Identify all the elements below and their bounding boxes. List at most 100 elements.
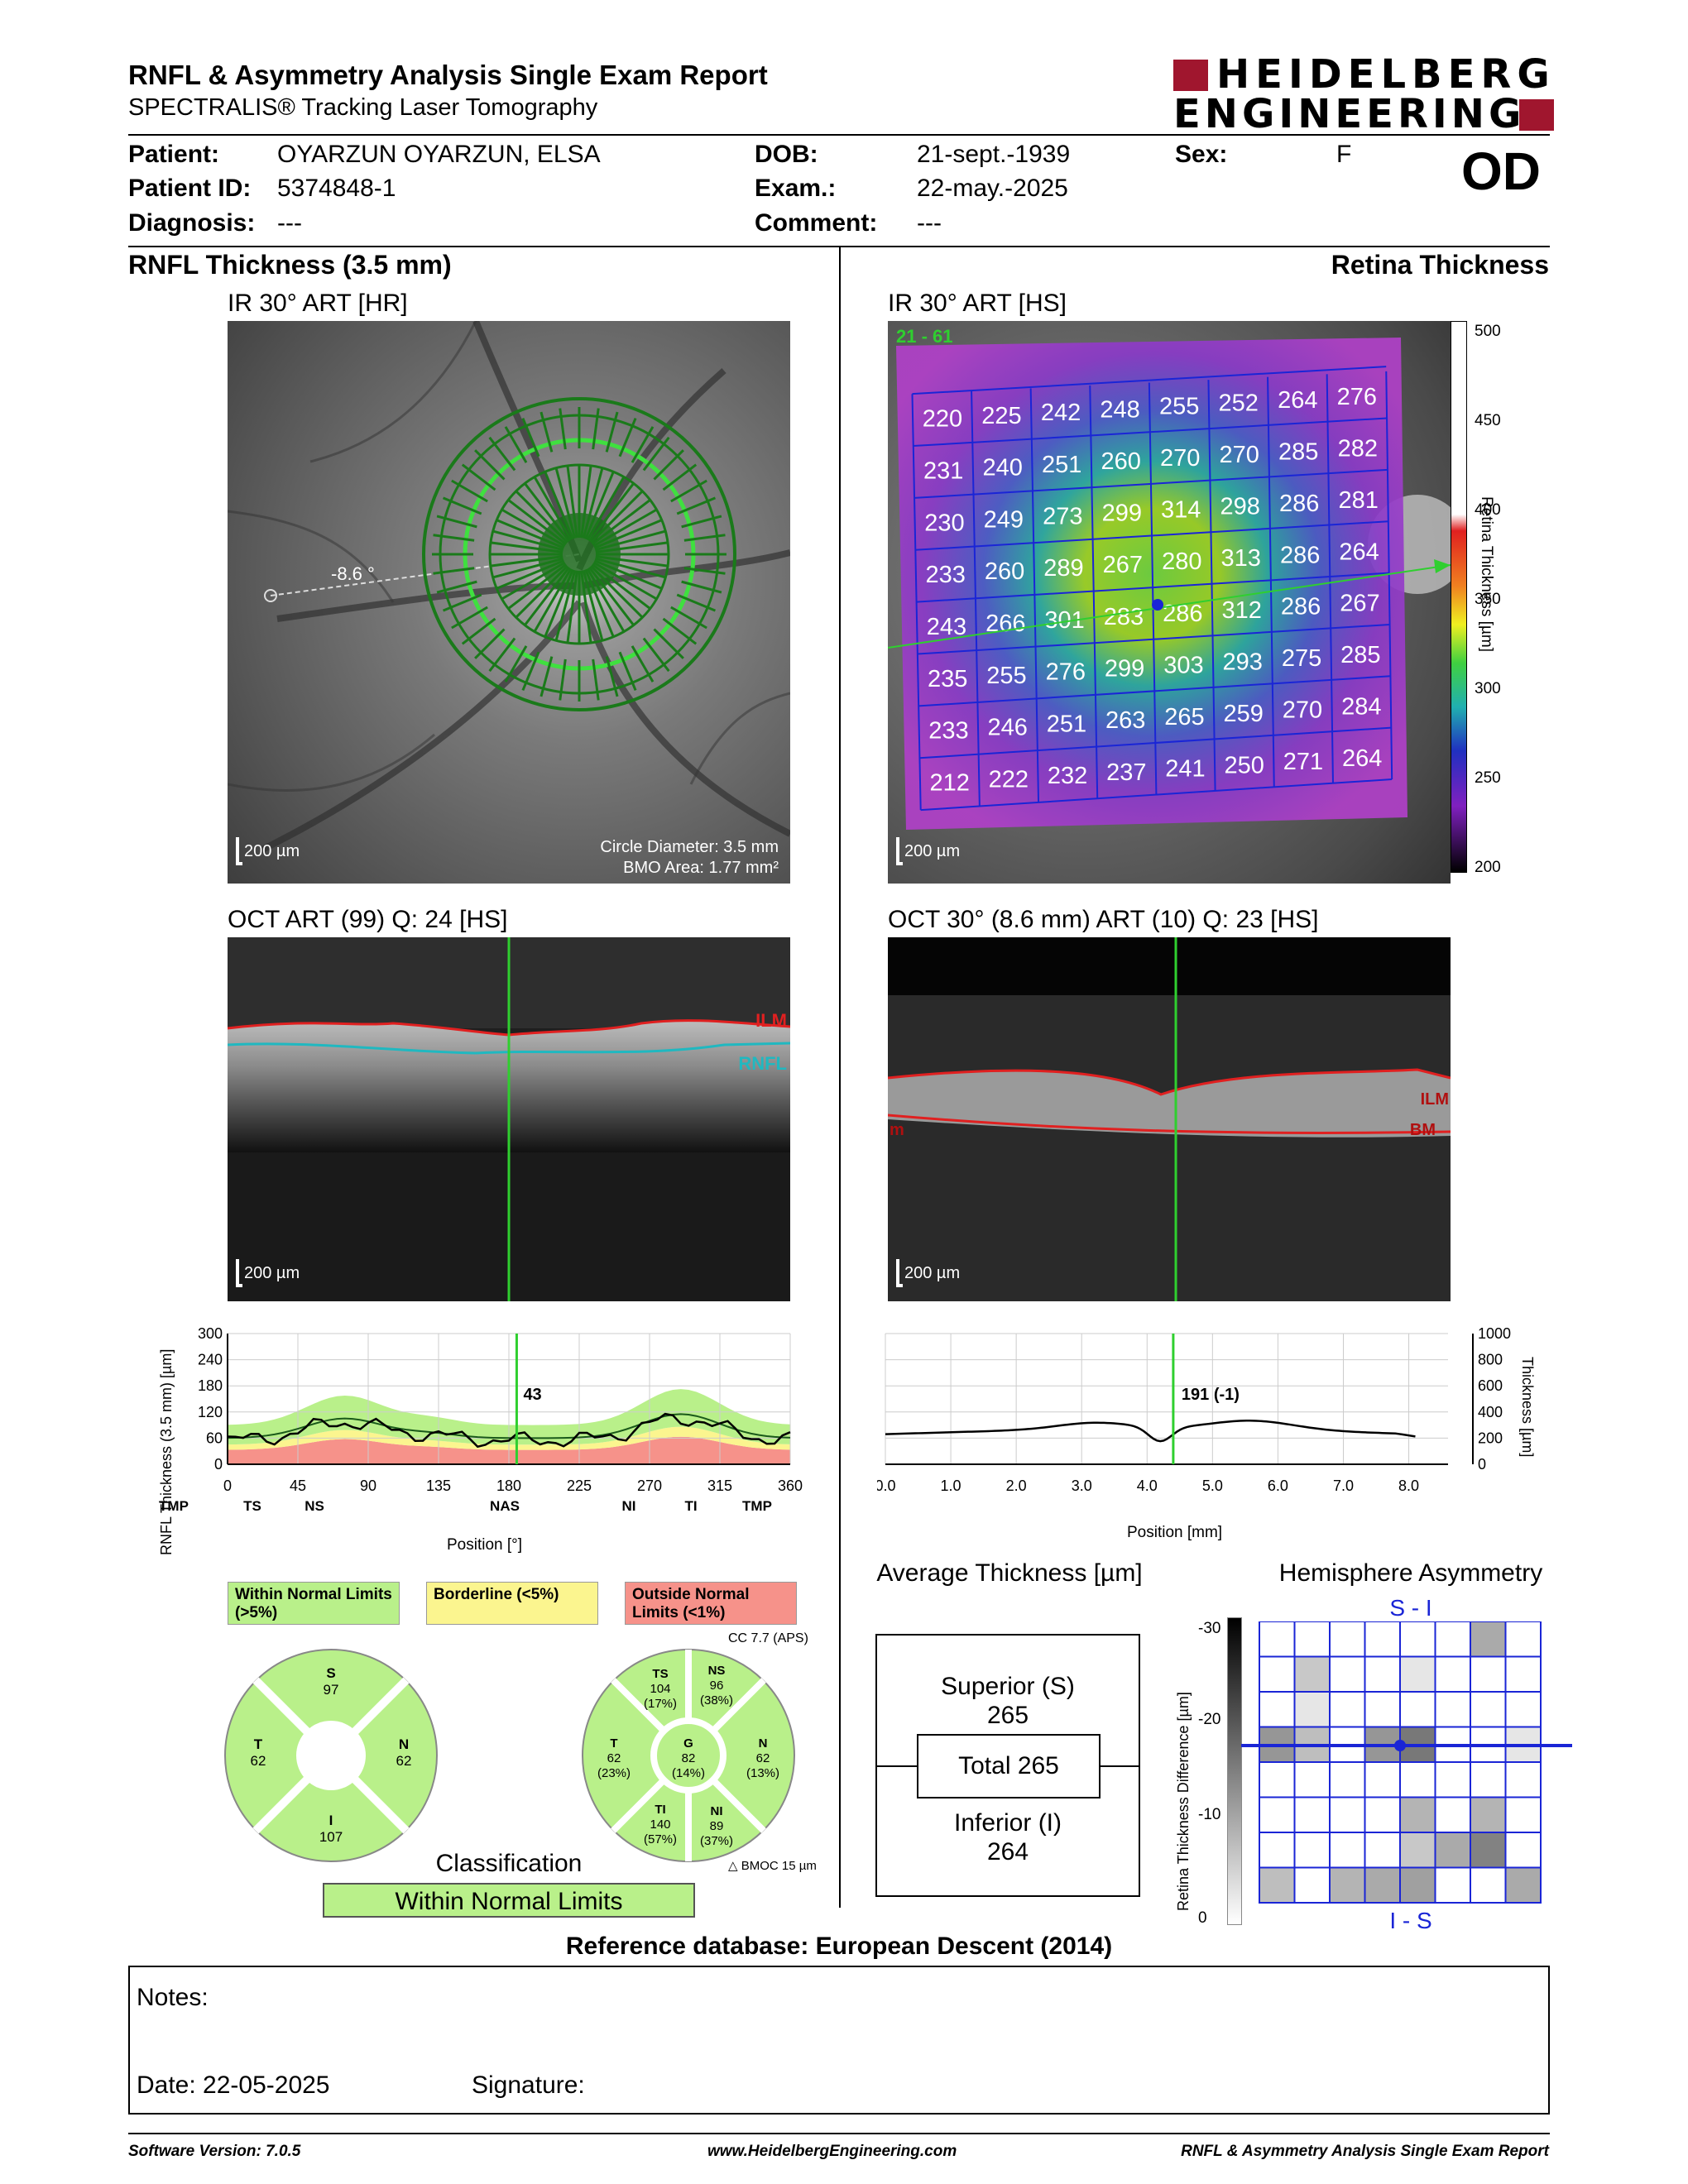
asymmetry-cell (1293, 1832, 1331, 1869)
scan-tick (683, 534, 726, 542)
hemi-tick: -10 (1198, 1806, 1221, 1823)
y-tick-label: 1000 (1478, 1325, 1511, 1342)
grid-value: 241 (1165, 756, 1205, 783)
svg-text:NS: NS (708, 1664, 726, 1678)
ir-right-corner: 21 - 61 (896, 326, 953, 347)
ir-left-scalebar: 200 µm (235, 837, 300, 865)
x-tick-label: 1.0 (941, 1478, 961, 1494)
asymmetry-cell (1329, 1621, 1366, 1658)
superior-value: 265 (986, 1702, 1029, 1729)
signature-label: Signature: (472, 2071, 585, 2099)
svg-text:N: N (399, 1736, 409, 1752)
scan-spoke (554, 467, 577, 539)
scan-tick (683, 567, 726, 575)
bmoc-offset: △ BMOC 15 µm (728, 1859, 817, 1873)
svg-text:N: N (759, 1736, 768, 1751)
scan-spoke (580, 570, 592, 644)
grid-value: 280 (1162, 548, 1201, 575)
colorbar-tick: 500 (1475, 323, 1501, 340)
sector-label: NAS (490, 1498, 520, 1514)
scan-tick (662, 617, 698, 645)
grid-value: 276 (1046, 659, 1086, 686)
scan-spoke (590, 565, 644, 619)
x-tick-label: 180 (496, 1478, 521, 1494)
y-tick-label: 200 (1478, 1430, 1503, 1446)
footer-report-name: RNFL & Asymmetry Analysis Single Exam Re… (1181, 2143, 1549, 2160)
ir-right-scalebar: 200 µm (895, 837, 961, 865)
svg-text:(38%): (38%) (700, 1693, 733, 1707)
scan-tick (592, 408, 600, 450)
grid-value: 273 (1043, 504, 1082, 530)
fovea-marker (1394, 1740, 1406, 1751)
grid-value: 312 (1222, 597, 1262, 624)
sector-label: NI (622, 1498, 636, 1514)
scan-spoke (591, 499, 651, 546)
grid-value: 264 (1342, 745, 1382, 772)
grid-value: 248 (1100, 396, 1139, 423)
footer-software: Software Version: 7.0.5 (128, 2143, 301, 2160)
scan-spoke (584, 568, 615, 638)
grid-value: 264 (1339, 539, 1379, 565)
grid-value: 240 (982, 455, 1022, 481)
scan-spoke (595, 555, 669, 568)
grid-value: 237 (1106, 759, 1146, 786)
x-tick-label: 0 (223, 1478, 232, 1494)
svg-text:(17%): (17%) (644, 1697, 677, 1711)
scan-tick (631, 426, 655, 463)
grid-value: 263 (1105, 707, 1145, 734)
scan-tick (461, 463, 496, 491)
oct-right-scan: ILM BM m 200 µm (888, 937, 1451, 1301)
scan-spoke (544, 568, 574, 638)
svg-text:TS: TS (652, 1667, 668, 1681)
scan-spoke (582, 569, 604, 641)
grid-value: 243 (927, 614, 966, 640)
scan-tick (451, 479, 488, 503)
superior-label: Superior (S) (941, 1673, 1075, 1700)
grid-value: 252 (1219, 390, 1259, 417)
asymmetry-cell (1434, 1796, 1471, 1833)
x-tick-label: 135 (426, 1478, 451, 1494)
grid-value: 251 (1042, 452, 1081, 478)
scan-spoke (586, 568, 626, 633)
rnfl-label-left: RNFL (738, 1053, 787, 1074)
grid-line (913, 417, 1388, 448)
grid-value: 230 (924, 510, 964, 536)
cursor-value: 191 (-1) (1182, 1386, 1240, 1404)
grid-value: 298 (1220, 494, 1260, 520)
retina-section-title: Retina Thickness (1331, 250, 1549, 280)
x-tick-label: 315 (707, 1478, 732, 1494)
svg-text:62: 62 (251, 1753, 266, 1769)
asymmetry-cell (1470, 1832, 1507, 1869)
scan-tick (488, 637, 516, 673)
x-tick-label: 45 (290, 1478, 306, 1494)
asymmetry-cell (1259, 1761, 1296, 1798)
svg-text:(14%): (14%) (672, 1766, 705, 1780)
scan-spoke (501, 561, 566, 601)
grid-value: 235 (928, 666, 967, 692)
notes-box[interactable]: Notes: Date: 22-05-2025 Signature: (128, 1966, 1550, 2115)
grid-value: 270 (1220, 442, 1259, 468)
scan-tick (605, 656, 619, 697)
scan-tick (451, 606, 488, 630)
grid-value: 232 (1048, 763, 1087, 789)
scan-tick (521, 651, 540, 692)
scan-tick (521, 417, 540, 457)
scan-tick (681, 515, 722, 529)
asymmetry-cell (1504, 1621, 1542, 1658)
oct-left-scalebar: 200 µm (235, 1259, 300, 1287)
asymmetry-cell (1504, 1796, 1542, 1833)
asymmetry-cell (1434, 1761, 1471, 1798)
asymmetry-cell (1399, 1655, 1436, 1693)
scan-tick (504, 645, 528, 682)
scan-tick (631, 645, 655, 682)
rthk-ylabel: Thickness [µm] (1519, 1357, 1536, 1458)
grid-line (918, 675, 1391, 707)
svg-text:107: 107 (319, 1829, 343, 1845)
circle-diameter: Circle Diameter: 3.5 mm (600, 838, 779, 856)
asymmetry-cell (1504, 1655, 1542, 1693)
grid-value: 275 (1282, 645, 1321, 672)
grid-line (1326, 374, 1334, 783)
grid-value: 284 (1341, 693, 1381, 720)
grid-value: 299 (1105, 656, 1144, 682)
